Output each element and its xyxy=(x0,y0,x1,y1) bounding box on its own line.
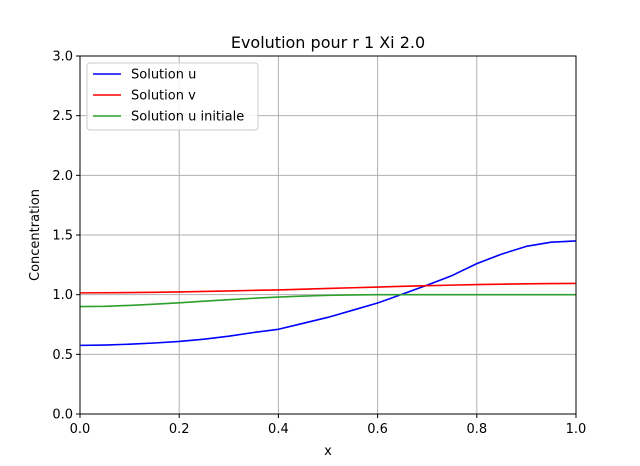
x-axis-label: x xyxy=(324,444,332,459)
legend-box xyxy=(86,62,259,131)
x-tick-label: 0.6 xyxy=(367,422,388,437)
y-axis-label: Concentration xyxy=(28,189,43,281)
y-tick-label: 1.5 xyxy=(52,229,73,244)
legend-entry: Solution u xyxy=(131,68,196,83)
chart-title: Evolution pour r 1 Xi 2.0 xyxy=(231,33,425,52)
legend-entry: Solution u initiale xyxy=(131,110,244,125)
series-line-0 xyxy=(79,240,577,347)
series-layer xyxy=(79,240,577,347)
x-tick-label: 0.0 xyxy=(70,422,91,437)
x-tick-label: 0.4 xyxy=(268,422,289,437)
legend-entry: Solution v xyxy=(131,89,196,104)
series-line-1 xyxy=(79,282,577,294)
x-tick-label: 0.8 xyxy=(466,422,487,437)
y-tick-label: 0.5 xyxy=(52,348,73,363)
y-tick-label: 2.0 xyxy=(52,169,73,184)
x-axis: 0.0 0.2 0.4 0.6 0.8 1.0 xyxy=(70,414,587,437)
x-tick-label: 1.0 xyxy=(566,422,587,437)
y-tick-label: 2.5 xyxy=(52,109,73,124)
series-line-2 xyxy=(79,293,576,308)
y-axis: 0.0 0.5 1.0 1.5 2.0 2.5 3.0 xyxy=(52,50,80,423)
y-tick-label: 1.0 xyxy=(52,288,73,303)
legend: Solution u Solution v Solution u initiale xyxy=(86,62,259,131)
y-tick-label: 3.0 xyxy=(52,50,73,65)
y-tick-label: 0.0 xyxy=(52,408,73,423)
x-tick-label: 0.2 xyxy=(169,422,190,437)
